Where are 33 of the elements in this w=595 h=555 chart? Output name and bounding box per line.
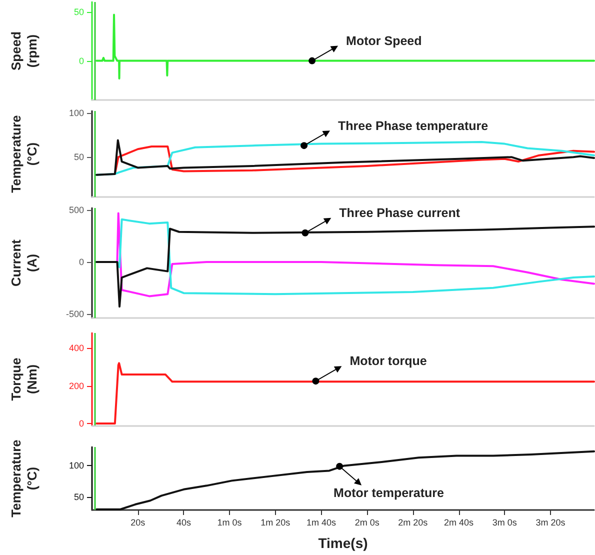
y-axis-title: Torque (Nm) [8, 358, 40, 401]
x-axis-title: Time(s) [318, 535, 368, 551]
y-tick-label: 50 [74, 152, 84, 162]
x-tick-label: 2m 0s [354, 518, 380, 528]
x-tick-label: 3m 20s [536, 518, 566, 528]
y-tick-label: 0 [78, 418, 84, 428]
x-tick-label: 2m 40s [444, 518, 474, 528]
y-tick-label: 0 [78, 56, 84, 66]
y-axis-title: Speed (rpm) [8, 31, 40, 71]
y-tick-label: 500 [68, 205, 84, 216]
y-tick-label: 100 [68, 460, 84, 471]
annotation: Three Phase current [339, 206, 460, 220]
y-tick-label: 50 [74, 492, 84, 502]
y-axis-title: Temperature (°C) [8, 115, 40, 193]
y-tick-label: -500 [66, 308, 84, 319]
x-tick-label: 40s [176, 518, 192, 528]
y-tick-label: 0 [78, 256, 84, 267]
y-tick-label: 100 [68, 108, 84, 118]
x-tick-label: 3m 0s [492, 518, 518, 528]
annotation: Motor torque [350, 354, 427, 368]
y-axis-title: Current (A) [8, 238, 40, 286]
annotation: Motor Speed [346, 34, 422, 48]
x-tick-label: 1m 20s [260, 518, 291, 528]
y-axis-title: Temperature (°C) [8, 440, 40, 518]
y-tick-label: 50 [74, 6, 84, 17]
x-tick-label: 20s [130, 518, 146, 528]
annotation: Motor temperature [334, 486, 444, 500]
y-tick-label: 400 [68, 343, 84, 354]
x-tick-label: 1m 0s [217, 518, 242, 528]
x-tick-label: 2m 20s [398, 518, 428, 528]
y-tick-label: 200 [68, 380, 84, 391]
annotation: Three Phase temperature [338, 118, 488, 133]
x-tick-label: 1m 40s [306, 518, 336, 528]
